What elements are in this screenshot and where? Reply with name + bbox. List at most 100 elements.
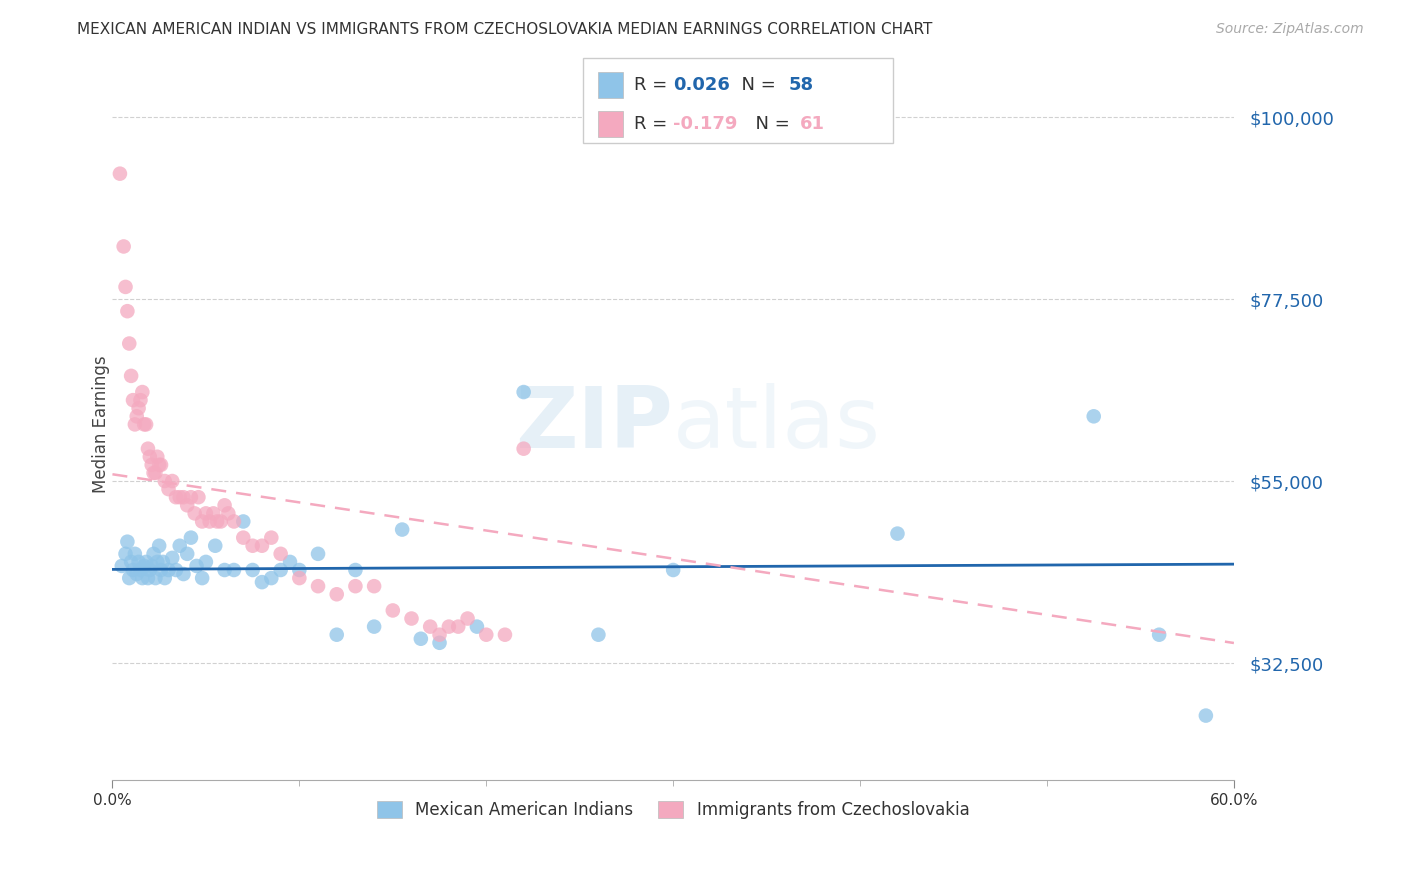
Point	[209, 515, 232, 529]
Point	[125, 567, 148, 582]
Point	[172, 490, 194, 504]
Point	[325, 587, 347, 601]
Point	[183, 507, 205, 521]
Point	[150, 458, 173, 472]
Point	[136, 442, 159, 456]
Point	[165, 563, 187, 577]
Point	[118, 571, 141, 585]
Point	[222, 515, 245, 529]
Point	[409, 632, 432, 646]
Point	[125, 409, 148, 424]
Text: MEXICAN AMERICAN INDIAN VS IMMIGRANTS FROM CZECHOSLOVAKIA MEDIAN EARNINGS CORREL: MEXICAN AMERICAN INDIAN VS IMMIGRANTS FR…	[77, 22, 932, 37]
Point	[148, 458, 170, 472]
Point	[204, 539, 226, 553]
Point	[260, 571, 283, 585]
Point	[307, 547, 329, 561]
Point	[381, 603, 404, 617]
Point	[135, 417, 157, 432]
Point	[135, 555, 157, 569]
Point	[588, 628, 610, 642]
Point	[129, 563, 152, 577]
Point	[217, 507, 239, 521]
Point	[146, 450, 169, 464]
Point	[242, 539, 264, 553]
Point	[165, 490, 187, 504]
Point	[142, 547, 165, 561]
Point	[176, 498, 198, 512]
Point	[122, 393, 145, 408]
Point	[131, 571, 153, 585]
Point	[111, 558, 134, 573]
Point	[145, 571, 167, 585]
Point	[475, 628, 498, 642]
Point	[134, 417, 156, 432]
Point	[214, 563, 236, 577]
Point	[288, 563, 311, 577]
Text: N =: N =	[730, 76, 782, 94]
Point	[117, 304, 139, 318]
Point	[391, 523, 413, 537]
Point	[148, 539, 170, 553]
Point	[176, 547, 198, 561]
Point	[191, 571, 214, 585]
Point	[141, 458, 163, 472]
Point	[139, 450, 162, 464]
Point	[180, 490, 202, 504]
Point	[457, 611, 479, 625]
Point	[250, 539, 273, 553]
Point	[108, 167, 131, 181]
Point	[128, 555, 150, 569]
Point	[307, 579, 329, 593]
Point	[120, 555, 142, 569]
Point	[278, 555, 301, 569]
Point	[363, 579, 385, 593]
Text: N =: N =	[744, 115, 796, 133]
Point	[494, 628, 516, 642]
Point	[429, 628, 451, 642]
Point	[512, 442, 534, 456]
Point	[157, 482, 180, 496]
Point	[118, 336, 141, 351]
Point	[157, 563, 180, 577]
Point	[437, 619, 460, 633]
Text: 0.026: 0.026	[673, 76, 730, 94]
Point	[131, 385, 153, 400]
Point	[194, 555, 217, 569]
Text: 61: 61	[800, 115, 825, 133]
Point	[260, 531, 283, 545]
Point	[250, 575, 273, 590]
Point	[152, 555, 174, 569]
Point	[141, 558, 163, 573]
Point	[162, 550, 184, 565]
Point	[1147, 628, 1170, 642]
Text: ZIP: ZIP	[516, 383, 673, 466]
Point	[194, 507, 217, 521]
Point	[145, 466, 167, 480]
Point	[198, 515, 221, 529]
Point	[344, 579, 367, 593]
Point	[169, 539, 191, 553]
Point	[1195, 708, 1218, 723]
Point	[124, 547, 146, 561]
Text: R =: R =	[634, 115, 673, 133]
Point	[129, 393, 152, 408]
Point	[139, 563, 162, 577]
Point	[232, 515, 254, 529]
Point	[886, 526, 908, 541]
Point	[136, 571, 159, 585]
Point	[150, 563, 173, 577]
Point	[191, 515, 214, 529]
Legend: Mexican American Indians, Immigrants from Czechoslovakia: Mexican American Indians, Immigrants fro…	[370, 794, 976, 825]
Point	[142, 466, 165, 480]
Point	[120, 368, 142, 383]
Text: -0.179: -0.179	[673, 115, 738, 133]
Point	[242, 563, 264, 577]
Point	[205, 515, 228, 529]
Point	[124, 417, 146, 432]
Point	[465, 619, 488, 633]
Text: 58: 58	[789, 76, 814, 94]
Point	[128, 401, 150, 416]
Point	[270, 563, 292, 577]
Point	[363, 619, 385, 633]
Point	[117, 534, 139, 549]
